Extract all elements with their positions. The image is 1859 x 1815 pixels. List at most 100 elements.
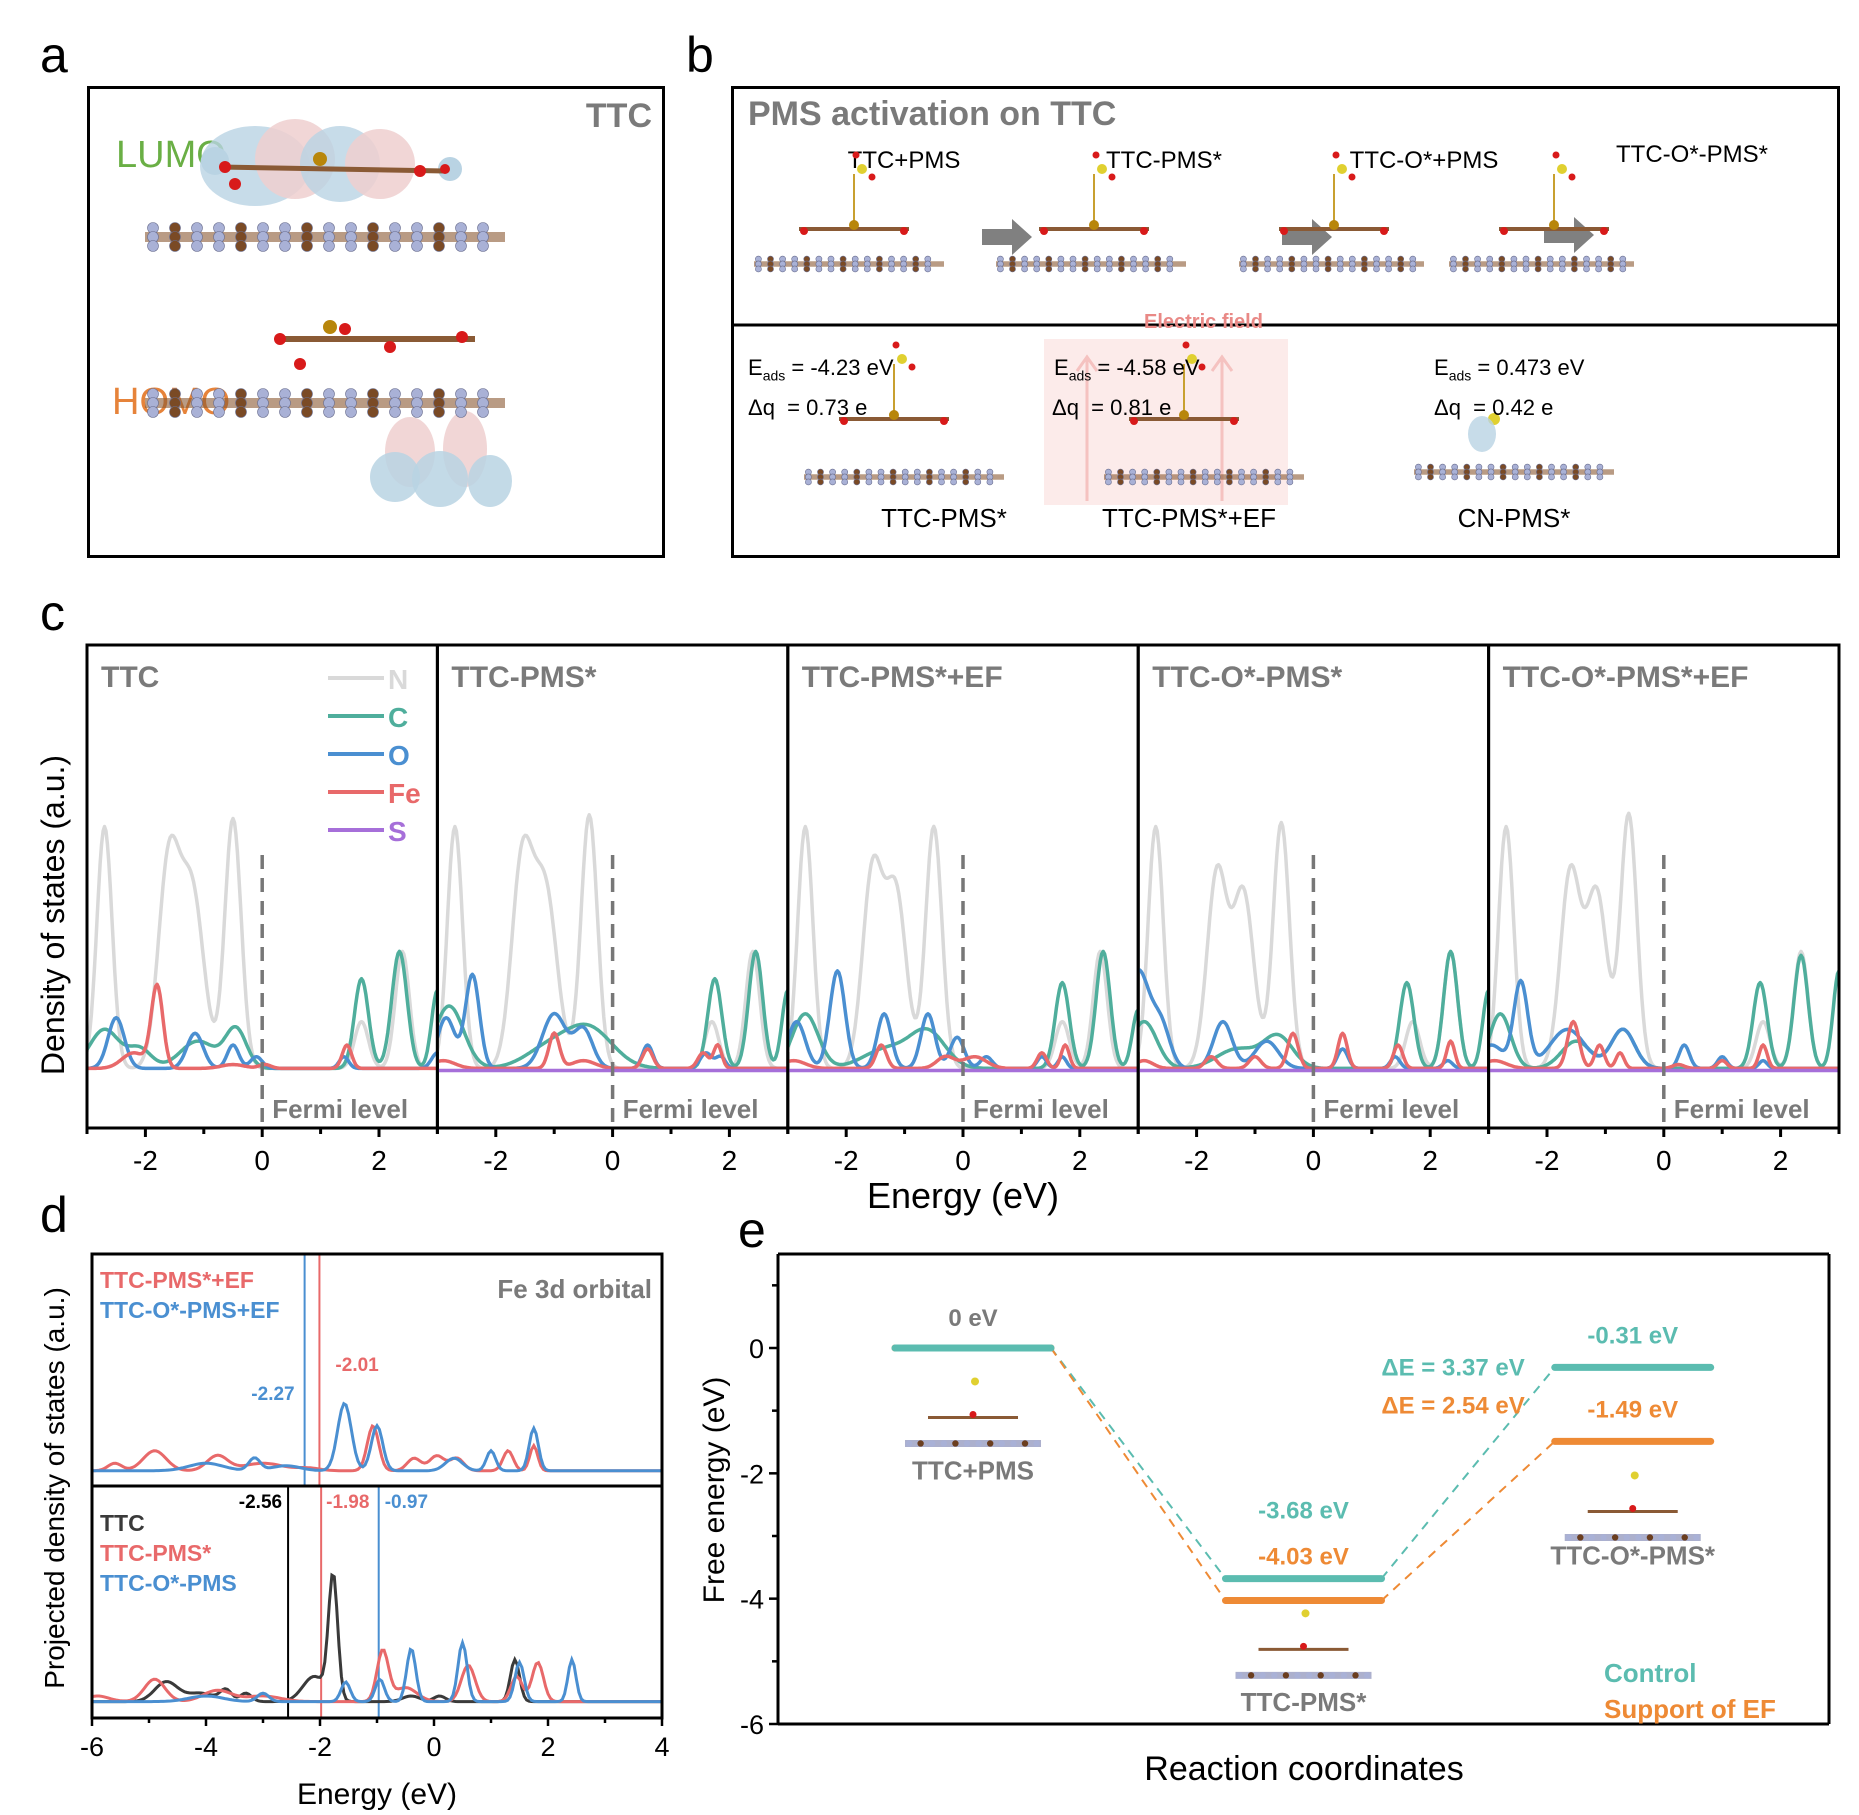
atom: [1142, 265, 1149, 273]
s-atom: [1301, 1609, 1310, 1618]
y-tick-label: 0: [749, 1334, 764, 1364]
atom: [1596, 473, 1604, 481]
atom: [791, 265, 799, 273]
atom: [940, 1440, 948, 1447]
atom: [851, 265, 859, 273]
legend-label: Control: [1604, 1658, 1696, 1688]
atom: [1240, 265, 1247, 273]
atom: [900, 265, 907, 273]
atom: [169, 406, 181, 418]
eads-value: Eads = -4.23 eV: [748, 355, 894, 384]
atom: [1546, 265, 1554, 273]
s-atom: [1097, 164, 1107, 174]
step-label: TTC-O*+PMS: [1349, 147, 1499, 174]
dos-subplot: Fermi level TTC-PMS*+EF -2 0 2: [786, 643, 1140, 1176]
orbital-lobe: [1468, 416, 1496, 452]
atom: [1247, 1672, 1255, 1679]
fermi-level-label: Fermi level: [272, 1094, 408, 1124]
o-atom: [1198, 363, 1206, 371]
state-label: TTC-O*-PMS*: [1550, 1541, 1716, 1571]
atom: [1081, 265, 1089, 273]
d-band-center-label: -0.97: [385, 1492, 428, 1513]
o-atom: [1552, 151, 1560, 159]
atom: [950, 478, 957, 486]
atom: [998, 1440, 1006, 1447]
y-axis-label: Free energy (eV): [698, 1377, 731, 1604]
legend-label: TTC-O*-PMS: [100, 1570, 237, 1596]
atom: [257, 406, 269, 418]
dos-chart: Density of states (a.u.) Energy (eV) Fer…: [35, 643, 1841, 1216]
atom: [1361, 265, 1368, 273]
atom: [1522, 265, 1530, 273]
energy-connector: [1380, 1440, 1556, 1602]
atom: [1373, 265, 1380, 273]
x-tick-label: -2: [1184, 1145, 1209, 1176]
o-atom: [868, 173, 876, 181]
panel-b-frame: PMS activation on TTC TTC+PMS TTC-PMS* T…: [731, 86, 1840, 558]
y-axis-label: Projected density of states (a.u.): [39, 1287, 70, 1689]
cn-substrate-top: [145, 222, 505, 252]
atom: [1165, 478, 1173, 486]
atom: [147, 406, 159, 418]
atom: [1619, 265, 1627, 273]
atom: [767, 265, 774, 273]
structure-thumbnail: [1235, 1609, 1372, 1679]
panel-b-graphics: [734, 151, 1837, 505]
atom: [863, 265, 871, 273]
atom: [1646, 1534, 1654, 1541]
atom: [1177, 478, 1185, 486]
fe-atom: [849, 220, 859, 230]
o-atom: [1348, 173, 1356, 181]
atom: [1129, 478, 1136, 486]
atom: [1317, 1672, 1324, 1679]
atom: [1363, 1672, 1371, 1679]
panel-label-b: b: [686, 27, 714, 83]
legend-label: N: [388, 664, 408, 695]
o-atom: [892, 341, 900, 349]
ttc-molecule: [1129, 341, 1239, 425]
atom: [1681, 1534, 1688, 1541]
atom: [1498, 265, 1506, 273]
atom: [411, 406, 423, 418]
dq-value: Δq = 0.81 e: [1052, 395, 1172, 420]
energy-connector: [1050, 1347, 1227, 1580]
electric-field-label: Electric field: [1144, 311, 1263, 333]
atom: [433, 240, 445, 252]
s-atom: [897, 354, 907, 364]
orbital-annotation: Fe 3d orbital: [497, 1274, 652, 1304]
energy-value-label: -4.03 eV: [1258, 1544, 1349, 1571]
s-atom: [857, 164, 867, 174]
legend-item: Fe: [328, 778, 421, 809]
atom: [1427, 473, 1434, 481]
atom: [1486, 265, 1494, 273]
pdos-curve: [92, 1401, 662, 1473]
energy-value-label: -3.68 eV: [1258, 1498, 1349, 1525]
atom: [1463, 473, 1471, 481]
ttc-molecule: [1499, 151, 1609, 235]
atom: [779, 265, 786, 273]
atom: [1264, 265, 1271, 273]
atom: [1635, 1534, 1642, 1541]
atom: [455, 406, 467, 418]
atom: [1166, 265, 1174, 273]
panel-label-d: d: [40, 1187, 68, 1243]
atom: [841, 478, 849, 486]
eads-value: Eads = -4.58 eV: [1054, 355, 1200, 384]
x-tick-label: -2: [133, 1145, 158, 1176]
legend-item: C: [328, 702, 408, 733]
atom: [803, 265, 811, 273]
o-atom: [1140, 227, 1148, 235]
x-tick-label: -6: [80, 1732, 104, 1762]
legend-label: S: [388, 816, 407, 847]
x-tick-label: -2: [1535, 1145, 1560, 1176]
structure-thumbnail: [905, 1377, 1042, 1447]
energy-connector: [1380, 1366, 1556, 1580]
atom: [1340, 1672, 1348, 1679]
atom: [1572, 473, 1580, 481]
step-label: TTC-O*-PMS*: [1616, 141, 1768, 168]
atom: [257, 240, 269, 252]
atom: [1294, 1672, 1301, 1679]
dos-subplot: Fermi level TTC-PMS* -2 0 2: [435, 643, 790, 1176]
x-tick-label: -4: [194, 1732, 218, 1762]
atom: [1607, 265, 1615, 273]
